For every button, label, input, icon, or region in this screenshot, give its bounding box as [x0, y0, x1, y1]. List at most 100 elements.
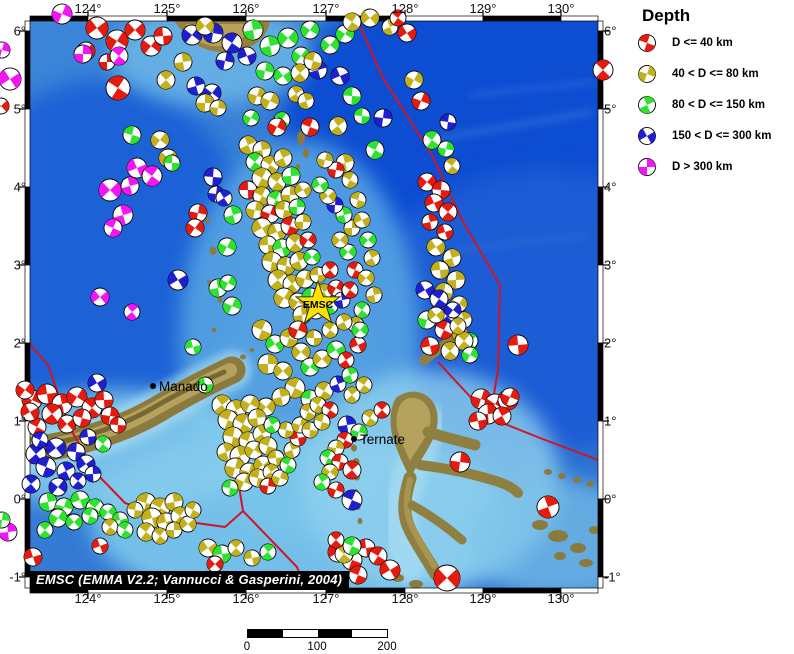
focal-mechanism-beachball	[238, 180, 258, 200]
legend-title: Depth	[642, 6, 691, 25]
focal-mechanism-beachball	[288, 198, 306, 216]
focal-mechanism-beachball	[300, 20, 320, 40]
lon-tick-label-top: 128°	[391, 1, 419, 16]
focal-mechanism-beachball	[320, 35, 340, 55]
focal-mechanism-beachball	[123, 303, 141, 321]
scale-segment	[317, 630, 353, 637]
focal-mechanism-beachball	[259, 35, 281, 57]
focal-mechanism-beachball	[273, 66, 293, 86]
focal-mechanism-beachball	[0, 41, 11, 59]
focal-mechanism-beachball	[259, 543, 277, 561]
focal-mechanism-beachball	[321, 261, 339, 279]
focal-mechanism-beachball	[85, 16, 109, 40]
focal-mechanism-beachball	[353, 211, 371, 229]
legend-item-label: 80 < D <= 150 km	[672, 99, 766, 111]
focal-mechanism-beachball	[260, 91, 280, 111]
focal-mechanism-beachball	[285, 233, 305, 253]
focal-mechanism-beachball	[72, 408, 92, 428]
legend-beachball-icon	[638, 34, 656, 52]
focal-mechanism-beachball	[215, 189, 233, 207]
focal-mechanism-beachball	[397, 23, 417, 43]
focal-mechanism-beachball	[38, 492, 58, 512]
focal-mechanism-beachball	[329, 375, 347, 393]
lat-tick-label-left: 6°	[13, 23, 26, 39]
focal-mechanism-beachball	[342, 460, 362, 480]
focal-mechanism-beachball	[404, 70, 424, 90]
scale-label: 0	[243, 641, 251, 653]
focal-mechanism-beachball	[120, 176, 140, 196]
focal-mechanism-beachball	[79, 428, 97, 446]
focal-mechanism-beachball	[420, 336, 440, 356]
focal-mechanism-beachball	[195, 93, 215, 113]
focal-mechanism-beachball	[105, 75, 131, 101]
focal-mechanism-beachball	[592, 59, 614, 81]
focal-mechanism-beachball	[289, 251, 309, 271]
focal-mechanism-beachball	[273, 148, 293, 168]
scale-segment	[248, 630, 283, 637]
emsc-star-marker: EMSC	[294, 279, 342, 324]
focal-mechanism-beachball	[430, 260, 450, 280]
focal-mechanism-beachball	[237, 46, 257, 66]
focal-mechanism-beachball	[439, 113, 457, 131]
focal-mechanism-beachball	[41, 403, 63, 425]
lat-tick-label-left: 2°	[13, 335, 26, 351]
legend-beachball-icon	[638, 158, 656, 176]
focal-mechanism-beachball	[185, 218, 205, 238]
scale-bar-labels: 0 100 200	[243, 641, 397, 654]
focal-mechanism-beachball	[417, 172, 437, 192]
focal-mechanism-beachball	[360, 8, 380, 28]
focal-mechanism-beachball	[20, 402, 40, 422]
focal-mechanism-beachball	[434, 320, 454, 340]
focal-mechanism-beachball	[91, 537, 109, 555]
focal-mechanism-beachball	[273, 361, 293, 381]
focal-mechanism-beachball	[297, 92, 315, 110]
focal-mechanism-beachball	[349, 336, 367, 354]
focal-mechanism-beachball	[222, 296, 242, 316]
focal-mechanism-beachball	[69, 472, 87, 490]
focal-mechanism-beachball	[217, 237, 237, 257]
focal-mechanism-beachball	[389, 9, 407, 27]
lon-tick-label-bottom: 126°	[232, 591, 260, 606]
focal-mechanism-beachball	[284, 377, 306, 399]
focal-mechanism-beachball	[221, 479, 239, 497]
focal-mechanism-beachball	[150, 130, 170, 150]
focal-mechanism-beachball	[184, 338, 202, 356]
legend-item: D <= 40 km	[636, 32, 792, 54]
focal-mechanism-beachball	[500, 387, 520, 407]
focal-mechanism-beachball	[442, 248, 462, 268]
lat-tick-label-right: 2°	[604, 335, 617, 351]
focal-mechanism-beachball	[219, 274, 237, 292]
city-dot	[351, 436, 357, 442]
focal-mechanism-beachball	[294, 213, 312, 231]
focal-mechanism-beachball	[242, 109, 260, 127]
focal-mechanism-beachball	[251, 217, 273, 239]
focal-mechanism-beachball	[136, 522, 156, 542]
focal-mechanism-beachball	[300, 117, 320, 137]
lat-tick-label-right: 1°	[604, 413, 617, 429]
lon-tick-label-top: 127°	[312, 1, 340, 16]
focal-mechanism-beachball	[90, 287, 110, 307]
focal-mechanism-beachball	[223, 205, 243, 225]
focal-mechanism-beachball	[444, 301, 462, 319]
focal-mechanism-beachball	[234, 472, 254, 492]
focal-mechanism-beachball	[373, 108, 393, 128]
legend-item: 80 < D <= 150 km	[636, 94, 792, 116]
lon-tick-label-bottom: 124°	[74, 591, 102, 606]
focal-mechanism-beachball	[313, 473, 331, 491]
focal-mechanism-beachball	[339, 243, 357, 261]
depth-legend: Depth D <= 40 km 40 < D <= 80 km 80 < D <=…	[636, 6, 792, 187]
focal-mechanism-beachball	[36, 521, 54, 539]
focal-mechanism-beachball	[437, 140, 455, 158]
focal-mechanism-beachball	[361, 409, 379, 427]
focal-mechanism-beachball	[245, 152, 265, 172]
city-markers: Manado Ternate	[150, 379, 405, 447]
focal-mechanism-beachball	[288, 320, 308, 340]
focal-mechanism-beachball	[267, 449, 285, 467]
focal-mechanism-beachball	[353, 301, 371, 319]
focal-mechanism-beachball	[0, 511, 11, 529]
focal-mechanism-beachball	[427, 306, 445, 324]
lat-tick-label-right: -1°	[604, 569, 621, 585]
focal-mechanism-beachball	[359, 231, 377, 249]
focal-mechanism-beachball	[492, 406, 512, 426]
legend-item: D > 300 km	[636, 156, 792, 178]
